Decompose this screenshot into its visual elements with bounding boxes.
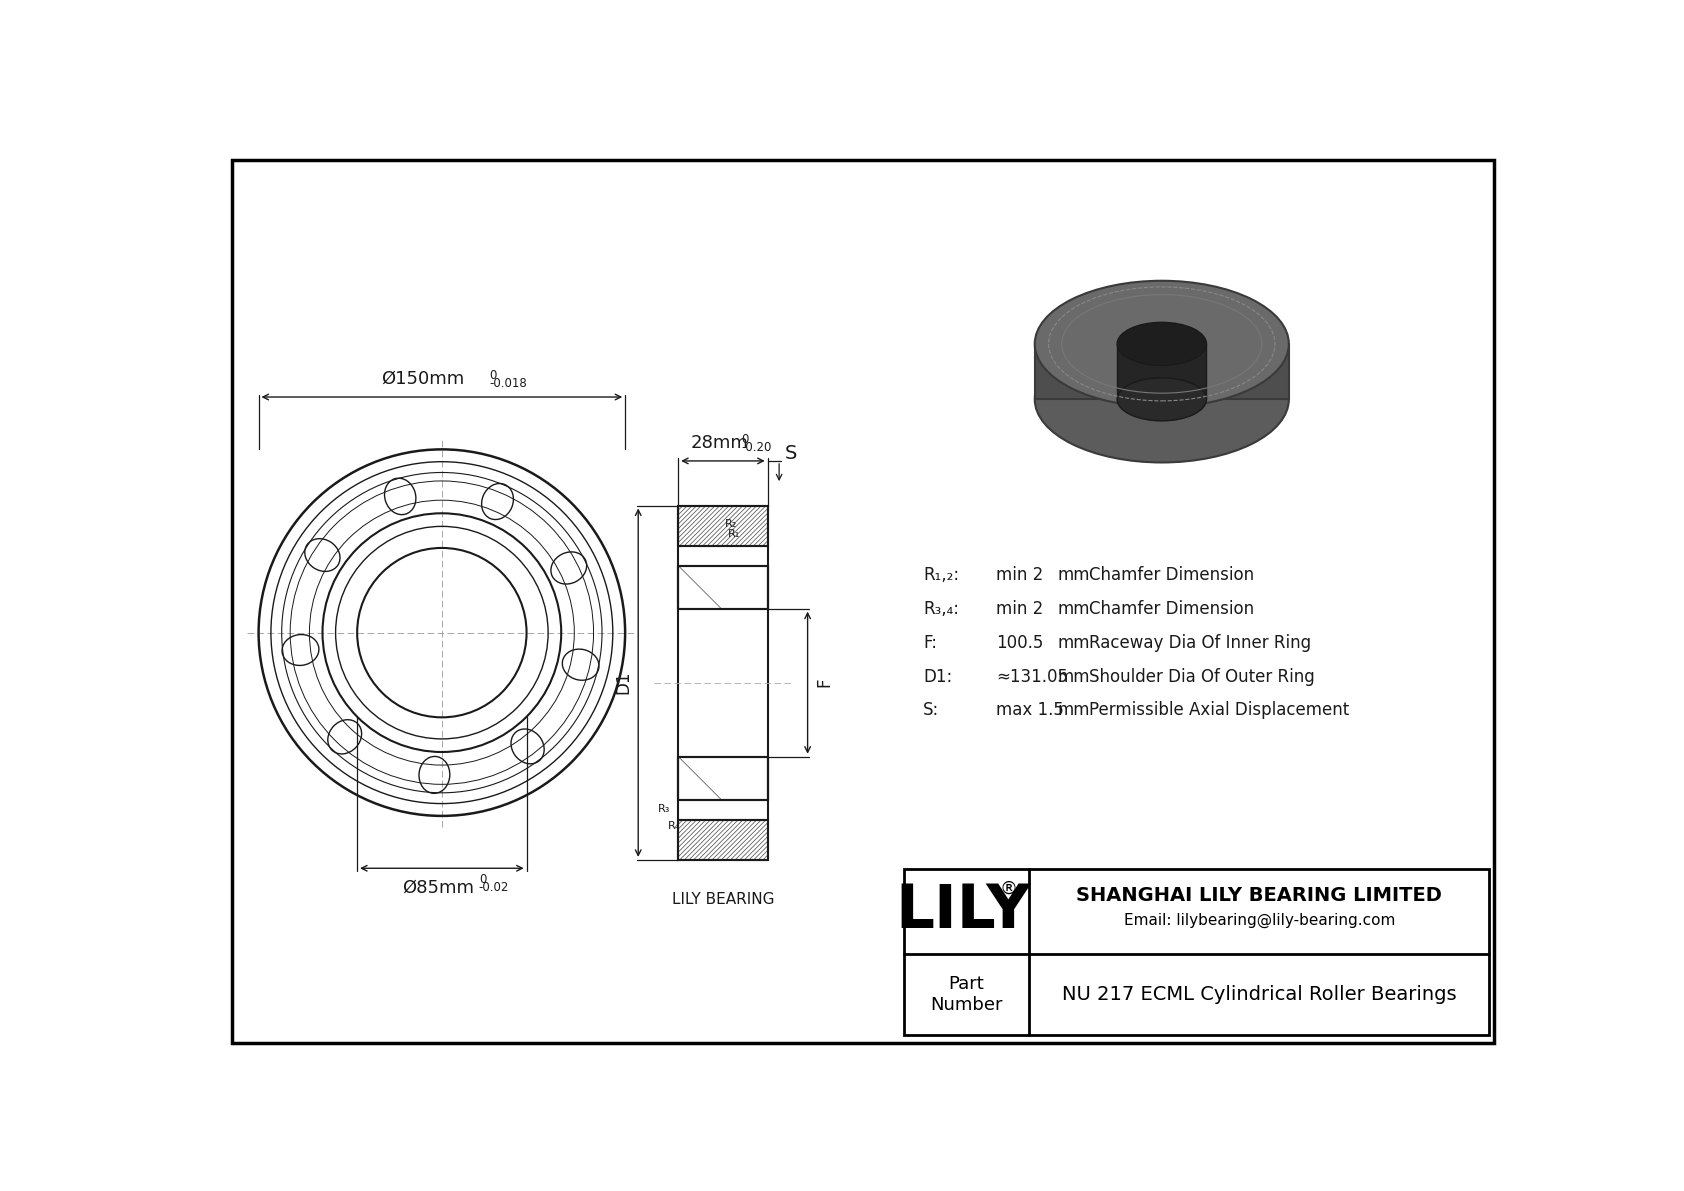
Text: mm: mm (1058, 667, 1090, 686)
Text: -0.20: -0.20 (741, 441, 771, 454)
Text: Ø150mm: Ø150mm (381, 369, 465, 388)
Text: -0.018: -0.018 (490, 378, 527, 391)
Text: 0: 0 (490, 369, 497, 381)
Text: Part
Number: Part Number (930, 975, 1004, 1014)
Bar (679, 756, 768, 799)
Text: R₂: R₂ (724, 519, 736, 530)
Text: R₄: R₄ (667, 822, 680, 831)
Text: -0.02: -0.02 (478, 881, 509, 894)
Text: S: S (785, 444, 797, 463)
Text: Chamfer Dimension: Chamfer Dimension (1088, 566, 1255, 584)
Polygon shape (1116, 344, 1206, 399)
Bar (679, 506, 768, 545)
Text: S:: S: (923, 701, 940, 719)
Text: LILY: LILY (894, 881, 1031, 941)
Text: R₁: R₁ (727, 529, 739, 538)
Text: mm: mm (1058, 600, 1090, 618)
Text: D1:: D1: (923, 667, 953, 686)
Text: 0: 0 (478, 873, 487, 886)
Text: ®: ® (1000, 879, 1017, 897)
Bar (679, 566, 768, 609)
Text: SHANGHAI LILY BEARING LIMITED: SHANGHAI LILY BEARING LIMITED (1076, 886, 1442, 905)
Text: R₁,₂:: R₁,₂: (923, 566, 960, 584)
Text: Chamfer Dimension: Chamfer Dimension (1088, 600, 1255, 618)
Text: R₃,₄:: R₃,₄: (923, 600, 960, 618)
Text: min 2: min 2 (997, 600, 1044, 618)
Bar (904, 869, 1489, 1035)
Text: 28mm: 28mm (690, 434, 749, 451)
Polygon shape (1034, 344, 1288, 399)
Ellipse shape (1116, 378, 1206, 420)
Text: F:: F: (923, 634, 936, 651)
Text: D1: D1 (615, 671, 632, 694)
Text: min 2: min 2 (997, 566, 1044, 584)
Text: F: F (815, 678, 834, 687)
Text: R₃: R₃ (658, 804, 670, 813)
Text: max 1.5: max 1.5 (997, 701, 1064, 719)
Text: NU 217 ECML Cylindrical Roller Bearings: NU 217 ECML Cylindrical Roller Bearings (1063, 985, 1457, 1004)
Text: Raceway Dia Of Inner Ring: Raceway Dia Of Inner Ring (1088, 634, 1310, 651)
Text: Permissible Axial Displacement: Permissible Axial Displacement (1088, 701, 1349, 719)
Ellipse shape (1116, 323, 1206, 366)
Bar (679, 819, 768, 860)
Text: Shoulder Dia Of Outer Ring: Shoulder Dia Of Outer Ring (1088, 667, 1315, 686)
Ellipse shape (1034, 336, 1288, 462)
Text: mm: mm (1058, 634, 1090, 651)
Text: ≈131.05: ≈131.05 (997, 667, 1068, 686)
Text: 100.5: 100.5 (997, 634, 1044, 651)
Text: 0: 0 (741, 432, 749, 445)
Text: Email: lilybearing@lily-bearing.com: Email: lilybearing@lily-bearing.com (1123, 913, 1394, 928)
Text: mm: mm (1058, 701, 1090, 719)
Text: Ø85mm: Ø85mm (402, 878, 473, 897)
Text: mm: mm (1058, 566, 1090, 584)
Text: LILY BEARING: LILY BEARING (672, 892, 775, 908)
Ellipse shape (1034, 281, 1288, 407)
